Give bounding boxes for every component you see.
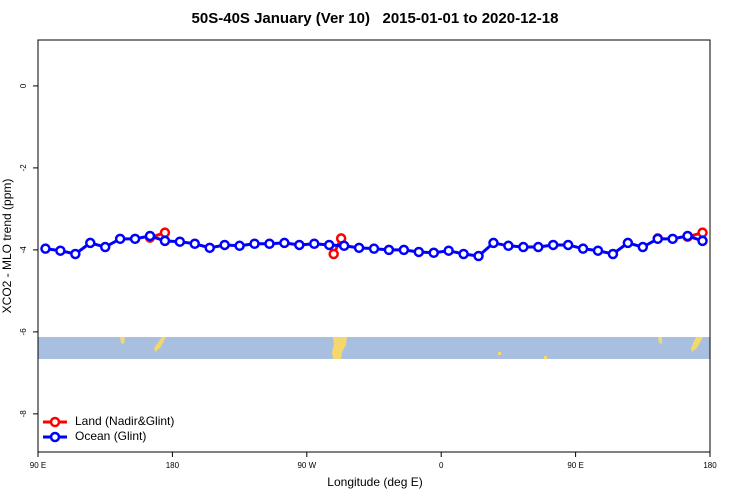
land-patch (498, 352, 501, 355)
data-point (577, 243, 589, 254)
data-point (652, 233, 663, 245)
legend-label: Ocean (Glint) (75, 429, 146, 443)
y-tick-label: -6 (19, 328, 28, 336)
data-point (383, 244, 395, 256)
legend-marker (49, 431, 61, 443)
data-point (503, 240, 514, 252)
data-point (159, 227, 171, 238)
map-strip (38, 337, 710, 359)
land-patch (658, 337, 662, 344)
data-point (219, 239, 230, 251)
legend-marker (49, 416, 61, 428)
data-point (328, 248, 339, 260)
data-point (338, 240, 350, 252)
legend-label: Land (Nadir&Glint) (75, 414, 174, 428)
x-tick-label: 90 W (297, 461, 316, 470)
land-patch (544, 356, 547, 359)
data-point (398, 244, 410, 256)
data-point (488, 237, 499, 249)
data-point (562, 239, 574, 251)
data-point (637, 241, 649, 253)
data-point (114, 233, 126, 245)
data-point (70, 248, 81, 260)
x-axis-label: Longitude (deg E) (327, 475, 422, 489)
data-point (40, 243, 51, 254)
data-point (473, 250, 484, 262)
data-point (622, 237, 634, 249)
data-point (547, 239, 559, 251)
x-tick-label: 180 (703, 461, 717, 470)
y-axis-label: XCO2 - MLO trend (ppm) (0, 179, 14, 314)
data-point (413, 246, 425, 258)
data-point (697, 227, 708, 238)
data-point (592, 245, 604, 256)
data-point (428, 247, 439, 259)
data-point (294, 239, 305, 251)
land-patch (154, 337, 166, 352)
data-point (353, 242, 365, 254)
land-patch (691, 337, 703, 352)
plot-frame (37, 39, 711, 453)
data-point (518, 241, 529, 253)
data-point (279, 237, 290, 249)
x-tick-label: 90 E (30, 461, 46, 470)
x-tick-label: 0 (439, 461, 444, 470)
data-point (204, 242, 215, 254)
data-point (323, 239, 335, 251)
data-point (249, 238, 260, 249)
data-point (144, 230, 156, 242)
data-point (443, 245, 454, 256)
land-patch (332, 337, 347, 359)
data-point (159, 235, 171, 247)
y-tick-label: -4 (19, 246, 28, 254)
data-point (174, 236, 186, 247)
data-point (368, 243, 380, 254)
x-tick-label: 90 E (567, 461, 583, 470)
data-point (85, 237, 96, 249)
data-point (264, 238, 275, 249)
chart-title: 50S-40S January (Ver 10) 2015-01-01 to 2… (192, 10, 559, 27)
data-point (458, 248, 469, 260)
data-point (129, 233, 141, 245)
y-tick-label: 0 (19, 83, 28, 88)
land-patch (120, 337, 125, 344)
data-point (682, 230, 693, 242)
data-point (533, 241, 544, 253)
y-tick-label: -2 (19, 164, 28, 172)
data-point (667, 233, 678, 245)
data-point (189, 238, 201, 249)
data-point (234, 240, 245, 252)
x-tick-label: 180 (166, 461, 180, 470)
y-tick-label: -8 (19, 410, 28, 418)
data-point (55, 245, 66, 256)
ocean-strip (38, 337, 710, 359)
data-point (99, 241, 111, 253)
data-point (697, 235, 708, 247)
data-point (607, 248, 619, 260)
data-point (309, 238, 320, 249)
